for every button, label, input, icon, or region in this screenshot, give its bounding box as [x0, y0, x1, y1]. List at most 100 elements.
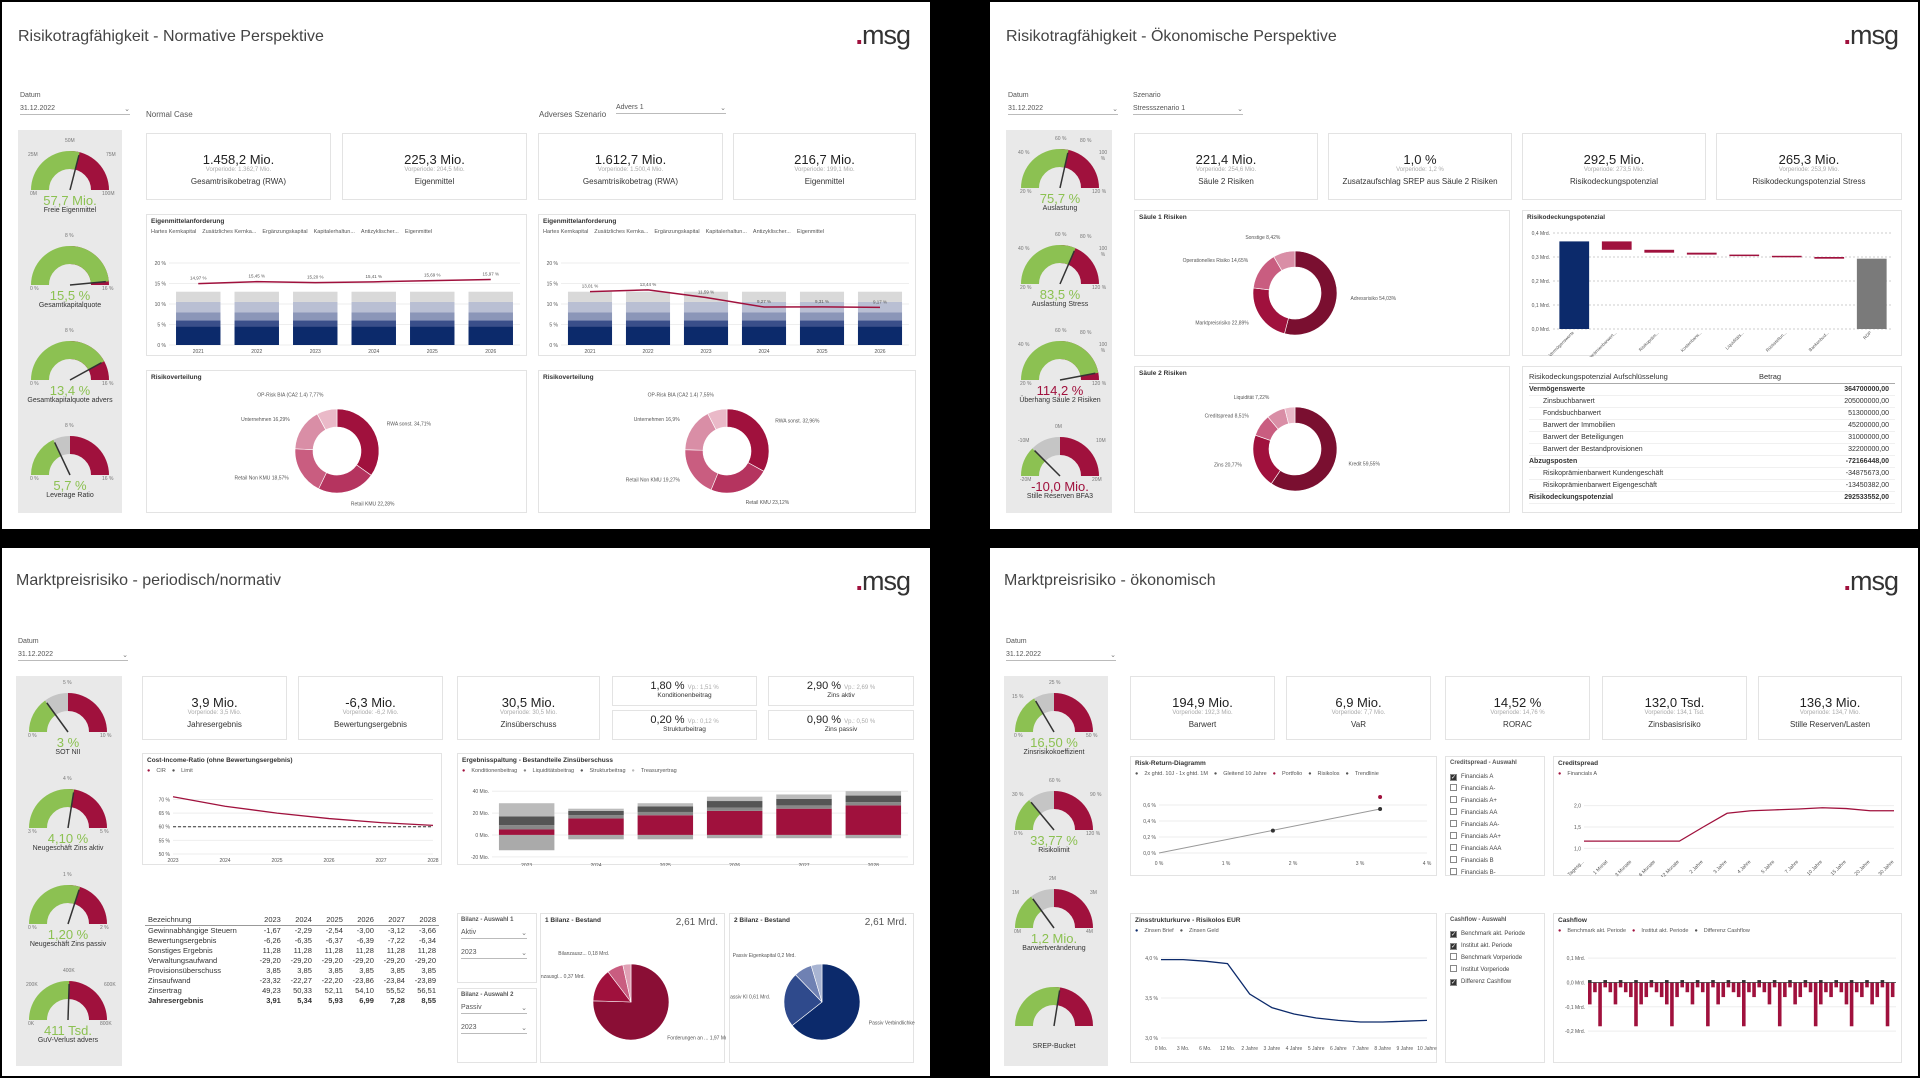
chart-label: 3 Mo. — [1177, 1046, 1190, 1052]
checkbox-item[interactable]: Financials AA — [1450, 807, 1540, 819]
chart-label: Liquiditäts... — [1724, 330, 1745, 351]
table-header[interactable]: 2027 — [376, 915, 408, 926]
gauge-rest — [45, 693, 69, 716]
gauge-tick: 16 % — [102, 476, 114, 482]
table-header[interactable]: Bezeichnung — [145, 915, 253, 926]
chart-label: 2024 — [219, 858, 230, 864]
cashflow-bar — [1747, 982, 1751, 993]
chart-label: -0,2 Mrd. — [1565, 1029, 1585, 1035]
checkbox-icon[interactable] — [1450, 796, 1457, 803]
table-header[interactable]: 2026 — [345, 915, 377, 926]
checkbox-item[interactable]: ✓ Institut akt. Periode — [1450, 943, 1513, 950]
adverse-select[interactable]: Advers 1 — [616, 104, 726, 114]
cashflow-bar — [1700, 982, 1705, 993]
gauge-tick: 2M — [1049, 876, 1056, 882]
chart-label: 15,20 % — [307, 275, 324, 280]
checkbox-item[interactable]: ✓ Differenz Cashflow — [1450, 979, 1512, 986]
checkbox-item[interactable]: Financials AA- — [1450, 819, 1540, 831]
table-header[interactable]: 2023 — [252, 915, 284, 926]
checkbox-icon[interactable] — [1450, 820, 1457, 827]
cashflow-bar — [1752, 982, 1756, 998]
checkbox-item[interactable]: Institut Vorperiode — [1450, 964, 1540, 976]
gauge-fill — [29, 700, 57, 733]
date-filter[interactable]: Datum 31.12.2022 — [1008, 92, 1118, 115]
checkbox-item[interactable]: Financials A+ — [1450, 795, 1540, 807]
date-filter[interactable]: Datum 31.12.2022 — [18, 638, 128, 661]
cashflow-bar — [1772, 980, 1777, 983]
bilanz-auswahl-1[interactable]: Bilanz - Auswahl 1Aktiv2023 — [457, 913, 537, 983]
checkbox-icon[interactable]: ✓ — [1450, 931, 1457, 938]
checkbox-item[interactable]: Financials AAA — [1450, 843, 1540, 855]
chart-label: Passiv Verbindlichkeiten 1,68 Mrd. — [869, 1021, 915, 1027]
gauge-fill — [67, 885, 81, 905]
bar-segment — [176, 326, 221, 345]
cashflow-bar — [1603, 980, 1607, 983]
table-row: Jahresergebnis 3,91 5,34 5,93 6,99 7,28 8,55 — [148, 996, 436, 1005]
checkbox-icon[interactable] — [1450, 953, 1457, 960]
pie-slice — [783, 974, 823, 1026]
checkbox-icon[interactable]: ✓ — [1450, 943, 1457, 950]
gauge-1: 15,5 % Gesamtkapitalquote 0 % 16 % 8 % — [20, 229, 120, 320]
checkbox-item[interactable]: ✓ Benchmark akt. Periode — [1450, 931, 1526, 938]
checkbox-icon[interactable]: ✓ — [1450, 979, 1457, 986]
table-row: Gewinnabhängige Steuern -1,67 -2,29 -2,54 -3… — [148, 926, 436, 935]
chart-risk-return: Risk-Return-Diagramm ● 2x ghtd. 10J - 1x g… — [1130, 756, 1437, 876]
date-filter[interactable]: Datum 31.12.2022 — [20, 92, 130, 115]
gauge-label: Neugeschäft Zins aktiv — [32, 845, 104, 852]
table-row: Provisionsüberschuss 3,85 3,85 3,85 3,85 3,85… — [148, 966, 436, 975]
checkbox-item[interactable]: Financials AA+ — [1450, 831, 1540, 843]
checkbox-icon[interactable]: ✓ — [1450, 774, 1457, 781]
cashflow-auswahl[interactable]: Cashflow - Auswahl ✓ Benchmark akt. Period… — [1445, 913, 1545, 1063]
checkbox-icon[interactable] — [1450, 868, 1457, 875]
checkbox-icon[interactable] — [1450, 856, 1457, 863]
checkbox-icon[interactable] — [1450, 784, 1457, 791]
chart-label: 2024 — [368, 349, 379, 355]
cashflow-bar — [1808, 982, 1813, 993]
szenario-filter[interactable]: Szenario Stressszenario 1 — [1133, 92, 1243, 115]
checkbox-icon[interactable] — [1450, 844, 1457, 851]
checkbox-item[interactable]: ✓ Financials A — [1450, 774, 1494, 781]
table-row[interactable]: Abzugsposten -72166448,00 — [1529, 456, 1895, 468]
gauge-tick: 20 % — [1020, 189, 1032, 195]
kpi-card: 136,3 Mio. Vorperiode: 134,7 Mio. Stille R… — [1758, 676, 1902, 740]
gauge-tick: 0 % — [30, 286, 39, 292]
chart-label: 0 Mo. — [1155, 1046, 1168, 1052]
gauge-rest — [1029, 791, 1055, 815]
gauge-tick: 75M — [106, 152, 116, 158]
gauge-fill — [1015, 896, 1043, 929]
eigenmittel-line — [198, 278, 491, 285]
bilanz-auswahl-2[interactable]: Bilanz - Auswahl 2Passiv2023 — [457, 988, 537, 1063]
checkbox-item[interactable]: Financials B — [1450, 855, 1540, 867]
gauge-tick: 100 % — [1098, 150, 1108, 162]
chart-legend: Hartes Kernkapital Zusätzliches Kernka...… — [151, 229, 433, 235]
checkbox-item[interactable]: Benchmark Vorperiode — [1450, 952, 1540, 964]
cashflow-bar — [1813, 982, 1818, 1027]
chart-label: 2022 — [642, 349, 653, 355]
table-row: Bewertungsergebnis -6,26 -6,35 -6,37 -6,39 -7… — [148, 936, 436, 945]
table-row[interactable]: Vermögenswerte 364700000,00 — [1529, 384, 1895, 396]
checkbox-icon[interactable] — [1450, 832, 1457, 839]
chart-legend: Hartes Kernkapital Zusätzliches Kernka...… — [543, 229, 825, 235]
bar-segment — [498, 829, 555, 835]
bar-segment — [799, 312, 845, 321]
checkbox-icon[interactable] — [1450, 965, 1457, 972]
bar-segment — [351, 312, 396, 321]
table-header[interactable]: 2028 — [407, 915, 439, 926]
gauge-tick: 20M — [1092, 477, 1102, 483]
guv-table: Bezeichnung 2023 2024 2025 2026 2027 2028 Gewin… — [142, 913, 442, 1063]
chart-label: 4 Jahre — [1736, 859, 1752, 875]
checkbox-item[interactable]: Financials B- — [1450, 867, 1540, 879]
gauge-tick: 4M — [1086, 929, 1093, 935]
checkbox-icon[interactable] — [1450, 808, 1457, 815]
gauge-label: Überhang Säule 2 Risiken — [1019, 397, 1101, 404]
chart-label: 15 % — [547, 282, 559, 288]
gauge-2: 1,2 Mio. Barwertveränderung 0M 4M 2M 1M 3M — [1004, 872, 1104, 966]
table-header[interactable]: 2024 — [283, 915, 315, 926]
creditspread-auswahl[interactable]: Creditspread - Auswahl ✓ Financials A Finan… — [1445, 756, 1545, 876]
kpi-card: -6,3 Mio. Vorperiode: -6,2 Mio. Bewertungs… — [298, 676, 443, 740]
checkbox-item[interactable]: Financials A- — [1450, 783, 1540, 795]
gauge-fill — [31, 341, 71, 381]
gauge-needle — [67, 983, 70, 1021]
table-header[interactable]: 2025 — [314, 915, 346, 926]
date-filter[interactable]: Datum 31.12.2022 — [1006, 638, 1116, 661]
